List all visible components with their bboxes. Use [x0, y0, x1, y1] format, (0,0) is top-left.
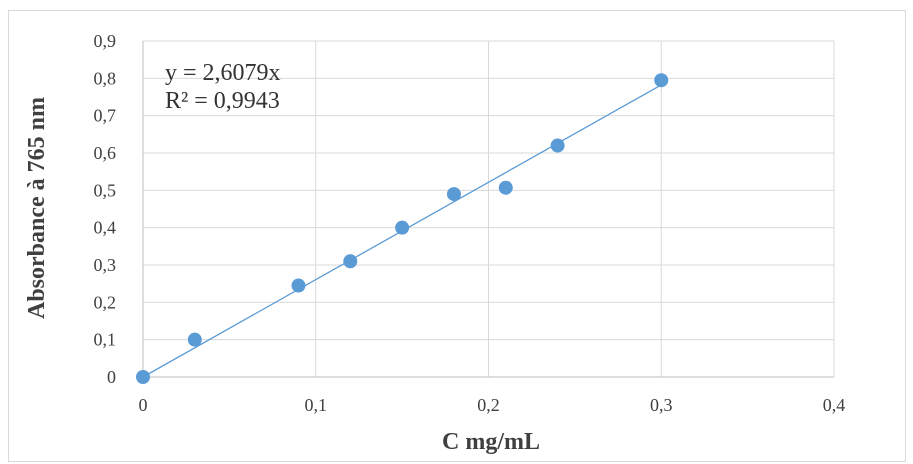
data-point: [343, 254, 358, 269]
chart-frame: [8, 10, 906, 462]
trendline-r-squared: R² = 0,9943: [165, 88, 280, 114]
y-tick-label: 0,2: [94, 292, 117, 312]
data-point: [550, 138, 565, 153]
y-tick-label: 0,1: [94, 330, 117, 350]
data-point: [395, 220, 410, 235]
x-tick-label: 0,3: [650, 395, 673, 415]
x-tick-label: 0,4: [823, 395, 846, 415]
data-points: [136, 73, 669, 384]
y-tick-label: 0,7: [94, 106, 117, 126]
y-tick-label: 0,9: [94, 31, 117, 51]
axes: [142, 41, 834, 378]
data-point: [291, 278, 306, 293]
y-tick-label: 0,4: [94, 218, 117, 238]
data-point: [654, 73, 669, 88]
data-point: [136, 370, 150, 384]
y-tick-label: 0,6: [94, 143, 117, 163]
data-point: [498, 180, 513, 195]
y-tick-labels: 0 0,1 0,2 0,3 0,4 0,5 0,6 0,7 0,8 0,9: [94, 31, 117, 387]
y-tick-label: 0,8: [94, 68, 117, 88]
x-axis-title: C mg/mL: [442, 429, 540, 455]
grid-lines: [143, 40, 835, 377]
x-tick-label: 0: [139, 395, 148, 415]
y-tick-label: 0: [107, 367, 116, 387]
y-tick-label: 0,5: [94, 180, 117, 200]
x-tick-label: 0,2: [477, 395, 500, 415]
data-point: [187, 332, 202, 347]
x-tick-labels: 0 0,1 0,2 0,3 0,4: [139, 395, 846, 415]
x-tick-label: 0,1: [305, 395, 328, 415]
y-tick-label: 0,3: [94, 255, 117, 275]
y-axis-title: Absorbance à 765 nm: [24, 97, 50, 319]
data-point: [446, 187, 461, 202]
trendline-equation: y = 2,6079x: [165, 60, 281, 86]
